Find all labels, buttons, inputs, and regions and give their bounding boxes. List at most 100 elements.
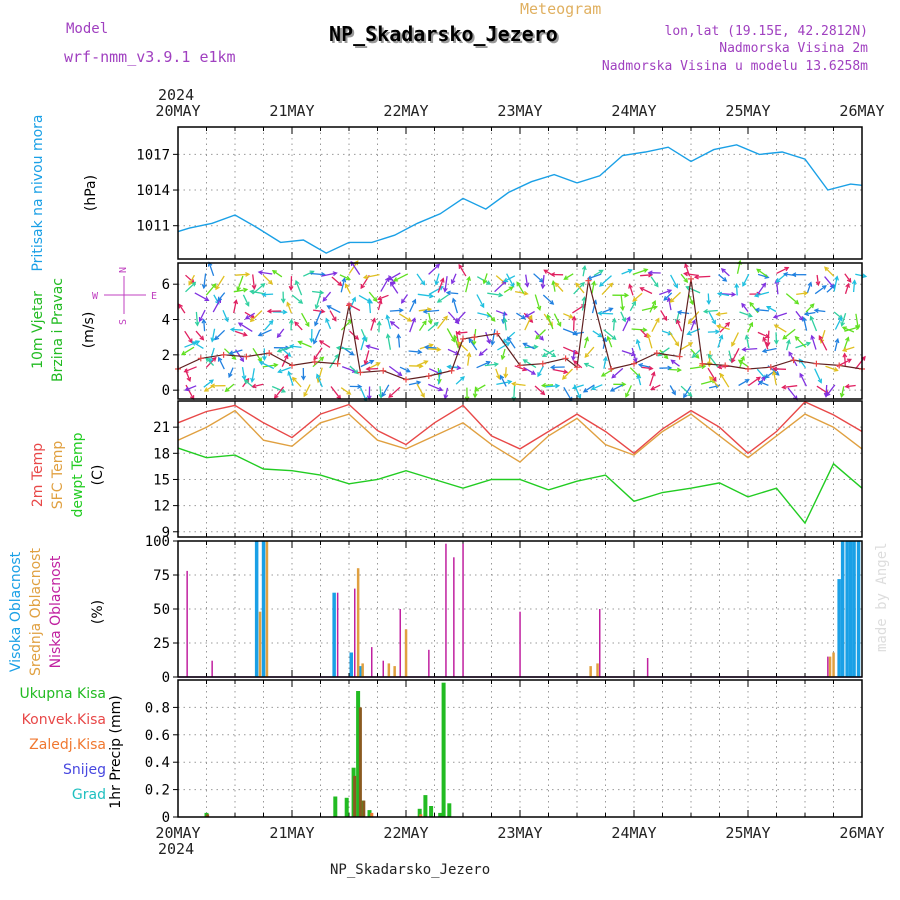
wind-arrow-head bbox=[648, 365, 654, 371]
wind-arrow-field bbox=[178, 259, 868, 403]
wind-arrow bbox=[465, 276, 471, 293]
wind-arrow-head bbox=[786, 338, 791, 345]
wind-arrow-head bbox=[201, 318, 207, 324]
wind-arrow-head bbox=[669, 298, 675, 303]
wind-arrow-head bbox=[211, 283, 217, 289]
wind-arrow bbox=[636, 339, 642, 351]
wind-arrow bbox=[814, 368, 822, 383]
wind-arrow-head bbox=[292, 376, 297, 382]
wind-arrow-head bbox=[319, 290, 325, 295]
wind-arrow bbox=[717, 325, 730, 331]
wind-arrow bbox=[524, 367, 536, 375]
wind-arrow-head bbox=[537, 372, 542, 378]
wind-arrow-head bbox=[533, 344, 539, 350]
wind-arrow bbox=[640, 274, 652, 277]
wind-arrow bbox=[542, 384, 554, 387]
wind-arrow bbox=[258, 329, 272, 337]
wind-arrow-head bbox=[845, 336, 850, 342]
wind-arrow-head bbox=[839, 392, 845, 399]
wind-arrow-head bbox=[663, 296, 669, 301]
wind-arrow bbox=[446, 291, 459, 295]
wind-arrow-head bbox=[582, 388, 588, 393]
wind-arrow bbox=[455, 311, 466, 323]
wind-arrow-head bbox=[540, 284, 546, 290]
wind-arrow bbox=[205, 283, 217, 296]
wind-arrow-head bbox=[375, 362, 381, 367]
wind-arrow-head bbox=[257, 270, 263, 275]
wind-arrow bbox=[739, 311, 753, 317]
wind-arrow-head bbox=[632, 357, 638, 363]
high-cloud-bar bbox=[856, 541, 861, 677]
wind-arrow-head bbox=[773, 324, 779, 329]
wind-arrow-head bbox=[647, 270, 653, 276]
wind-arrow bbox=[312, 290, 324, 294]
mid-cloud-bar bbox=[265, 541, 269, 677]
wind-arrow bbox=[671, 359, 680, 367]
wind-arrow-head bbox=[631, 300, 636, 306]
low-cloud-bar bbox=[646, 658, 649, 677]
wind-arrow-head bbox=[210, 337, 216, 343]
wind-arrow bbox=[612, 318, 616, 331]
wind-arrow-head bbox=[694, 353, 700, 359]
wind-arrow-head bbox=[288, 318, 294, 324]
wind-arrow-head bbox=[236, 286, 242, 292]
low-cloud-bar bbox=[445, 543, 447, 677]
wind-arrow-head bbox=[571, 355, 576, 362]
wind-arrow bbox=[688, 294, 694, 305]
wind-arrow-head bbox=[495, 374, 501, 380]
wind-arrow-head bbox=[198, 316, 204, 323]
low-cloud-bar bbox=[399, 609, 401, 677]
y-tick-label: 25 bbox=[153, 636, 170, 652]
wind-arrow bbox=[184, 330, 193, 343]
wind-arrow-head bbox=[598, 282, 604, 287]
wind-arrow bbox=[399, 366, 410, 373]
wind-arrow-head bbox=[280, 298, 286, 304]
low-cloud-bar bbox=[599, 609, 601, 677]
wind-arrow bbox=[234, 330, 247, 336]
wind-arrow-head bbox=[214, 335, 220, 341]
wind-arrow-head bbox=[276, 348, 282, 353]
wind-arrow bbox=[185, 282, 196, 293]
wind-arrow bbox=[621, 350, 636, 356]
wind-arrow bbox=[456, 331, 468, 334]
wind-arrow bbox=[290, 345, 302, 349]
wind-arrow bbox=[487, 292, 503, 297]
frozen-precip-bar bbox=[419, 814, 423, 817]
wind-arrow bbox=[294, 321, 303, 331]
wind-arrow-head bbox=[482, 279, 488, 285]
wind-arrow bbox=[583, 337, 589, 349]
wind-arrow bbox=[418, 308, 431, 312]
footer-station: NP_Skadarsko_Jezero bbox=[330, 862, 490, 878]
wind-arrow bbox=[437, 369, 442, 385]
wind-arrow bbox=[418, 320, 427, 331]
wind-arrow-head bbox=[676, 318, 681, 325]
total-precip-bar bbox=[333, 796, 338, 817]
wind-arrow bbox=[345, 283, 351, 294]
wind-arrow-head bbox=[332, 316, 337, 322]
wind-arrow-head bbox=[273, 393, 279, 399]
y-tick-label: 1017 bbox=[136, 147, 170, 163]
cloud-cover-panel: 0 25 50 75 100 bbox=[145, 534, 863, 686]
wind-arrow-head bbox=[228, 372, 233, 379]
y-tick-label: 50 bbox=[153, 602, 170, 618]
wind-arrow-head bbox=[294, 321, 299, 327]
wind-arrow bbox=[731, 332, 739, 347]
wind-arrow bbox=[731, 348, 740, 363]
wind-arrow-head bbox=[600, 372, 606, 377]
wind-arrow bbox=[840, 386, 845, 397]
wind-arrow-head bbox=[683, 278, 689, 283]
wind-arrow bbox=[303, 384, 311, 397]
panel-titles: Pritisak na nivou mora (hPa) 10m Vjetar Brz… bbox=[8, 114, 124, 808]
wind-arrow-head bbox=[423, 344, 429, 350]
wind-unit: (m/s) bbox=[81, 312, 97, 349]
wind-arrow-head bbox=[625, 392, 630, 398]
wind-arrow-head bbox=[720, 268, 726, 273]
wind-arrow bbox=[842, 326, 855, 333]
wind-arrow-head bbox=[282, 309, 288, 315]
total-precip-bar bbox=[356, 691, 361, 817]
wind-arrow bbox=[669, 368, 681, 371]
wind-arrow bbox=[390, 321, 400, 330]
wind-arrow-head bbox=[505, 342, 511, 347]
wind-arrow bbox=[503, 286, 514, 293]
wind-arrow bbox=[366, 345, 380, 351]
